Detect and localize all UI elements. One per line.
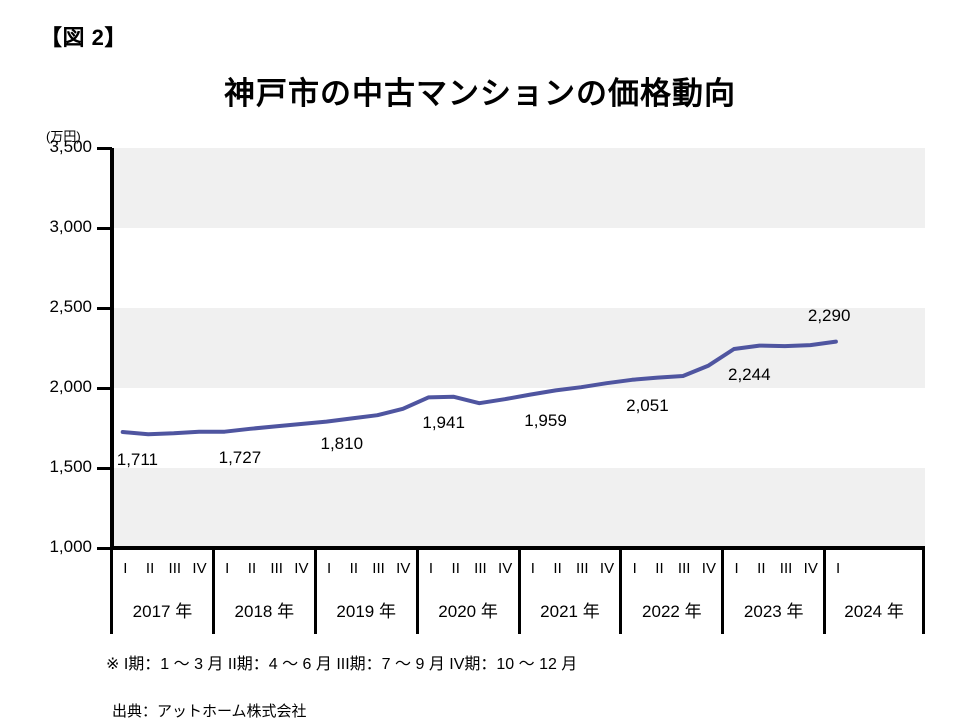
x-axis-year-label: 2022 年 [642,602,702,621]
y-axis-tick-label: 3,000 [49,217,92,236]
data-point-label: 2,244 [727,364,771,384]
x-axis-quarter-label: III [372,560,385,577]
note-period-definitions: ※ I期：1 ～ 3 月 II期：4 ～ 6 月 III期：7 ～ 9 月 IV… [106,656,578,673]
x-axis-quarter-label: I [428,560,434,577]
x-axis-year-label: 2021 年 [540,602,600,621]
x-axis-quarter-label: IV [294,560,309,577]
y-axis-tick-label: 1,000 [49,537,92,556]
x-axis-quarter-label: II [655,560,664,577]
x-axis-year-cell: I II III IV 2019 年 [313,550,416,634]
x-axis-quarter-label: IV [192,560,207,577]
x-axis-quarter-label: II [145,560,155,577]
x-axis-quarter-row: I II III IV [622,556,721,582]
data-point-label: 1,810 [320,434,364,454]
x-axis-quarter-label: II [247,560,257,577]
data-point-label: 2,051 [626,395,669,415]
x-axis-quarter-label: I [836,560,841,577]
y-axis-tick-mark [97,147,112,150]
x-axis-quarter-row: I II III IV [419,556,518,582]
x-axis-quarter-label [898,556,922,582]
x-axis-quarter-label: II [553,560,562,577]
y-axis-line [110,148,114,550]
x-axis-year-label: 2020 年 [438,602,498,621]
x-axis-quarter-label: I [530,560,535,577]
x-axis-year-band: I II III IV 2017 年 I II III IV 2018 年 I II III IV 2019… [110,550,925,634]
x-axis-year-cell: I II III IV 2021 年 [517,550,620,634]
y-axis-tick-label: 1,500 [49,457,92,476]
x-axis-quarter-label: IV [803,560,818,577]
x-axis-year-label: 2018 年 [234,602,295,621]
x-axis-line [110,546,925,550]
data-point-label: 1,727 [218,447,262,467]
x-axis-quarter-row: I II III IV [724,556,823,582]
plot-band [114,308,925,388]
x-axis-quarter-label: II [757,560,766,577]
price-trend-line [120,339,838,437]
plot-band [114,148,925,228]
plot-band [114,468,925,548]
y-axis-tick-mark [97,467,112,470]
line-series-path [120,339,838,437]
y-axis-tick-label: 2,000 [49,377,92,396]
x-axis-quarter-row: I II III IV [317,556,416,582]
note-source: 出典：アットホーム株式会社 [112,703,307,720]
x-axis-quarter-label: II [451,560,460,577]
y-axis-tick-label: 3,500 [49,137,92,156]
x-axis-quarter-label: III [576,560,589,577]
y-axis-unit-label: (万円) [46,129,81,144]
x-axis-quarter-label: III [270,560,283,577]
x-axis-quarter-label: III [779,560,793,577]
x-axis-quarter-label [874,556,898,582]
x-axis-quarter-row: I II III IV [215,556,314,582]
x-axis-year-cell: I II III IV 2022 年 [619,550,721,634]
x-axis-quarter-row: I II III IV [521,556,620,582]
figure-label: 【図 2】 [40,25,127,50]
x-axis-year-cell: I II III IV 2020 年 [415,550,518,634]
x-axis-quarter-label: I [225,560,230,577]
x-axis-quarter-row: I [826,556,922,582]
x-axis-quarter-label: I [734,560,739,577]
plot-area [114,148,925,548]
x-axis-quarter-label: III [168,560,182,577]
y-axis-tick-mark [97,387,112,390]
x-axis-quarter-label: IV [498,560,513,577]
x-axis-quarter-label [850,556,874,582]
y-axis-tick-mark [97,227,112,230]
x-axis-quarter-label: IV [701,560,716,577]
x-axis-quarter-label: I [632,560,637,577]
x-axis-year-label: 2017 年 [132,602,193,621]
data-point-label: 2,290 [807,305,851,325]
x-axis-year-cell: I II III IV 2023 年 [721,550,823,634]
x-axis-quarter-label: IV [396,560,411,577]
y-axis-tick-mark [97,547,112,550]
x-axis-quarter-label: I [327,560,332,577]
page-title: 神戸市の中古マンションの価格動向 [224,76,736,111]
x-axis-year-cell: I 2024 年 [823,550,925,634]
data-point-label: 1,941 [422,413,465,433]
x-axis-quarter-label: II [349,560,358,577]
y-axis-tick-label: 2,500 [49,297,92,316]
x-axis-quarter-label: III [677,560,691,577]
x-axis-year-label: 2024 年 [844,602,904,621]
x-axis-year-label: 2019 年 [336,602,396,621]
x-axis-year-label: 2023 年 [743,602,804,621]
y-axis-tick-mark [97,307,112,310]
x-axis-quarter-label: III [474,560,487,577]
data-point-label: 1,959 [524,410,567,430]
x-axis-quarter-row: I II III IV [113,556,212,582]
data-point-label: 1,711 [116,450,159,470]
x-axis-quarter-label: I [123,560,128,577]
x-axis-year-cell: I II III IV 2017 年 [110,550,212,634]
x-axis-quarter-label: IV [599,560,615,577]
x-axis-year-cell: I II III IV 2018 年 [211,550,314,634]
